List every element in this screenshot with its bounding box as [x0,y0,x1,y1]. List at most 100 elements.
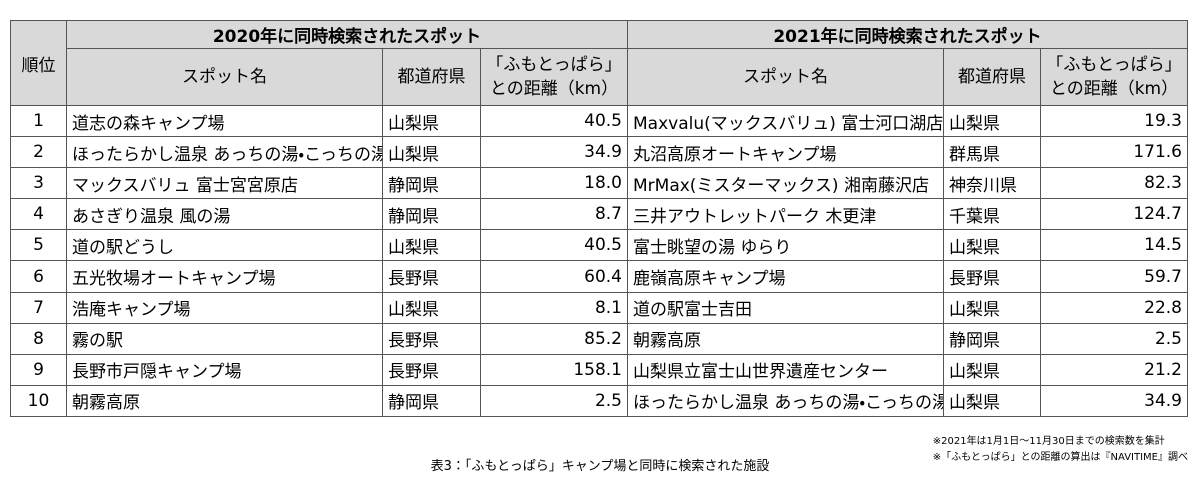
table-row: 7 浩庵キャンプ場 山梨県 8.1 道の駅富士吉田 山梨県 22.8 [10,291,1188,324]
prefecture: 静岡県 [943,322,1041,355]
spot-name: 丸沼高原オートキャンプ場 [627,136,944,169]
distance: 82.3 [1040,167,1188,200]
spot-name: 道の駅富士吉田 [627,291,944,324]
spot-table: 順位 2020年に同時検索されたスポット 2021年に同時検索されたスポット ス… [10,20,1188,417]
notes: ※2021年は1月1日～11月30日までの検索数を集計 ※「ふもとっぱら」との距… [933,434,1188,466]
spot-name: 道の駅どうし [66,229,383,262]
spot-name: 五光牧場オートキャンプ場 [66,260,383,293]
distance: 19.3 [1040,104,1188,138]
prefecture: 静岡県 [382,384,481,417]
table-row: 5 道の駅どうし 山梨県 40.5 富士眺望の湯 ゆらり 山梨県 14.5 [10,229,1188,262]
table-row: 2 ほったらかし温泉 あっちの湯・こっちの湯 山梨県 34.9 丸沼高原オートキャンプ場… [10,136,1188,169]
spot-name: 朝霧高原 [66,384,383,417]
distance: 2.5 [1040,322,1188,355]
rank: 7 [10,291,67,324]
prefecture: 長野県 [382,353,481,386]
prefecture: 山梨県 [382,229,481,262]
prefecture: 千葉県 [943,198,1041,231]
spot-name: 朝霧高原 [627,322,944,355]
prefecture: 山梨県 [382,291,481,324]
distance: 40.5 [480,229,628,262]
prefecture: 山梨県 [943,353,1041,386]
distance: 34.9 [480,136,628,169]
rank: 5 [10,229,67,262]
table-row: 9 長野市戸隠キャンプ場 長野県 158.1 山梨県立富士山世界遺産センター 山梨県 21.… [10,353,1188,386]
table-row: 1 道志の森キャンプ場 山梨県 40.5 Maxvalu(マックスバリュ) 富士河口湖店… [10,104,1188,138]
table-body: 1 道志の森キャンプ場 山梨県 40.5 Maxvalu(マックスバリュ) 富士河口湖店… [10,104,1188,417]
caption: 表3：「ふもとっぱら」キャンプ場と同時に検索された施設 [430,459,770,474]
distance: 18.0 [480,167,628,200]
column-header: スポット名 [627,48,944,106]
table-row: 6 五光牧場オートキャンプ場 長野県 60.4 鹿嶺高原キャンプ場 長野県 59.7 [10,260,1188,293]
header-line: 「ふもとっぱら」 [1046,55,1182,75]
spot-name: MrMax(ミスターマックス) 湘南藤沢店 [627,167,944,200]
distance: 2.5 [480,384,628,417]
distance: 40.5 [480,104,628,138]
spot-name: 道志の森キャンプ場 [66,104,383,138]
spot-name: 浩庵キャンプ場 [66,291,383,324]
distance: 22.8 [1040,291,1188,324]
prefecture: 長野県 [382,322,481,355]
distance: 85.2 [480,322,628,355]
column-header: スポット名 [66,48,383,106]
rank: 8 [10,322,67,355]
spot-name: 山梨県立富士山世界遺産センター [627,353,944,386]
distance: 171.6 [1040,136,1188,169]
distance: 158.1 [480,353,628,386]
spot-name: ほったらかし温泉 あっちの湯・こっちの湯 [66,136,383,169]
prefecture: 山梨県 [382,136,481,169]
prefecture: 山梨県 [943,291,1041,324]
prefecture: 山梨県 [382,104,481,138]
rank: 1 [10,104,67,138]
prefecture: 長野県 [943,260,1041,293]
note: ※「ふもとっぱら」との距離の算出は『NAVITIME』調べ [932,452,1188,463]
rank: 9 [10,353,67,386]
prefecture: 山梨県 [943,384,1041,417]
header-line: 「ふもとっぱら」 [486,55,622,75]
table-row: 4 あさぎり温泉 風の湯 静岡県 8.7 三井アウトレットパーク 木更津 千葉県 124.7 [10,198,1188,231]
group-title: 2020年に同時検索されたスポット [66,20,628,49]
distance: 124.7 [1040,198,1188,231]
rank: 3 [10,167,67,200]
spot-name: 長野市戸隠キャンプ場 [66,353,383,386]
group-title: 2021年に同時検索されたスポット [627,20,1188,49]
table-row: 3 マックスバリュ 富士宮宮原店 静岡県 18.0 MrMax(ミスターマックス) 湘南… [10,167,1188,200]
rank: 6 [10,260,67,293]
distance: 14.5 [1040,229,1188,262]
spot-name: Maxvalu(マックスバリュ) 富士河口湖店 [627,104,944,138]
prefecture: 山梨県 [943,104,1041,138]
table-row: 8 霧の駅 長野県 85.2 朝霧高原 静岡県 2.5 [10,322,1188,355]
spot-name: 霧の駅 [66,322,383,355]
rank-header: 順位 [10,20,67,106]
rank: 4 [10,198,67,231]
prefecture: 神奈川県 [943,167,1041,200]
distance: 21.2 [1040,353,1188,386]
spot-name: あさぎり温泉 風の湯 [66,198,383,231]
prefecture: 静岡県 [382,167,481,200]
prefecture: 山梨県 [943,229,1041,262]
distance: 34.9 [1040,384,1188,417]
distance: 8.1 [480,291,628,324]
header-line: との距離（km） [1049,79,1179,99]
prefecture: 長野県 [382,260,481,293]
column-header: 都道府県 [943,48,1041,106]
distance: 60.4 [480,260,628,293]
rank: 10 [10,384,67,417]
note: ※2021年は1月1日～11月30日までの検索数を集計 [932,436,1165,447]
table-row: 10 朝霧高原 静岡県 2.5 ほったらかし温泉 あっちの湯・こっちの湯 山梨県 34.9 [10,384,1188,417]
distance: 8.7 [480,198,628,231]
header-line: との距離（km） [489,79,619,99]
column-header: 都道府県 [382,48,481,106]
spot-name: 富士眺望の湯 ゆらり [627,229,944,262]
spot-name: 三井アウトレットパーク 木更津 [627,198,944,231]
spot-name: 鹿嶺高原キャンプ場 [627,260,944,293]
distance: 59.7 [1040,260,1188,293]
column-header: 「ふもとっぱら」 との距離（km） [1040,48,1188,106]
column-header: 「ふもとっぱら」 との距離（km） [480,48,628,106]
spot-name: ほったらかし温泉 あっちの湯・こっちの湯 [627,384,944,417]
spot-name: マックスバリュ 富士宮宮原店 [66,167,383,200]
rank: 2 [10,136,67,169]
prefecture: 静岡県 [382,198,481,231]
prefecture: 群馬県 [943,136,1041,169]
